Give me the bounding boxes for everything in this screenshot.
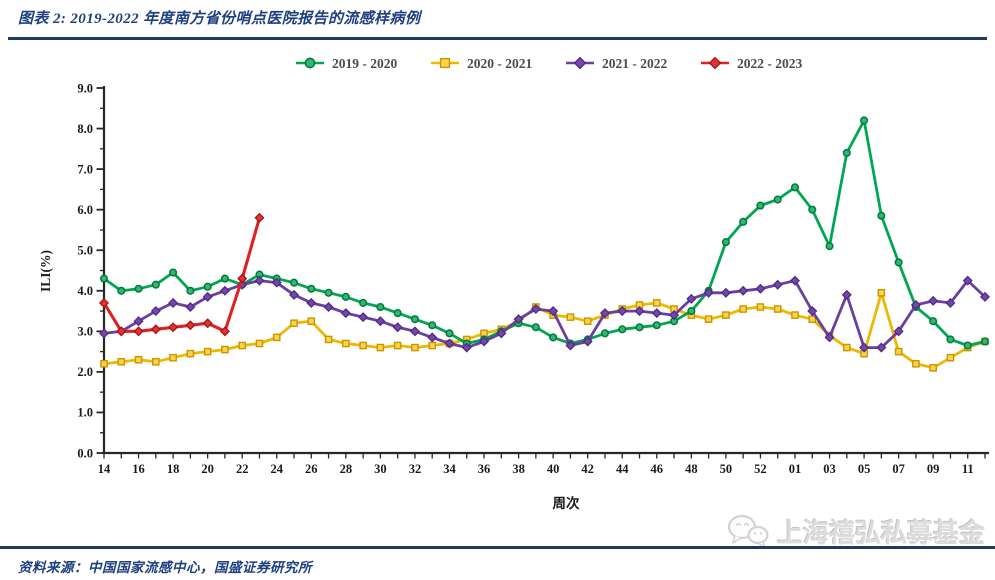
x-tick-label: 48 (685, 462, 698, 476)
legend-item-2020-2021: 2020 - 2021 (431, 56, 532, 71)
x-tick-label: 34 (443, 462, 456, 476)
x-tick-label: 50 (720, 462, 733, 476)
y-tick-label: 0.0 (77, 446, 93, 460)
y-tick-label: 2.0 (77, 365, 93, 379)
x-tick-label: 46 (651, 462, 664, 476)
x-tick-label: 03 (823, 462, 836, 476)
chart-legend: 2019 - 2020 2020 - 2021 2021 - 2022 2022 - … (296, 56, 802, 71)
legend-item-2021-2022: 2021 - 2022 (566, 56, 667, 71)
wechat-logo-icon (727, 514, 769, 548)
x-tick-label: 32 (409, 462, 422, 476)
y-axis-title: ILI(%) (38, 250, 53, 292)
series-2021-2022 (98, 275, 991, 353)
legend-item-2019-2020: 2019 - 2020 (296, 56, 397, 71)
legend-label: 2020 - 2021 (467, 56, 532, 71)
header-divider (8, 37, 987, 40)
y-tick-label: 1.0 (77, 406, 93, 420)
legend-label: 2019 - 2020 (332, 56, 397, 71)
x-tick-label: 18 (167, 462, 180, 476)
figure-header: 图表 2: 2019-2022 年度南方省份哨点医院报告的流感样病例 (18, 7, 420, 28)
x-tick-label: 22 (236, 462, 249, 476)
x-tick-label: 09 (927, 462, 940, 476)
x-tick-label: 14 (98, 462, 111, 476)
x-tick-label: 05 (858, 462, 871, 476)
series-2019-2020 (99, 116, 990, 350)
x-tick-label: 11 (962, 462, 974, 476)
legend-label: 2021 - 2022 (602, 56, 667, 71)
series-2022-2023 (98, 212, 265, 337)
y-tick-label: 6.0 (77, 203, 93, 217)
y-tick-label: 5.0 (77, 244, 93, 258)
watermark-text: 上海禧弘私募基金 (776, 517, 985, 548)
x-tick-label: 42 (581, 462, 594, 476)
source-note: 资料来源：中国国家流感中心，国盛证券研究所 (18, 560, 312, 575)
x-tick-label: 44 (616, 462, 629, 476)
legend-label: 2022 - 2023 (737, 56, 802, 71)
x-tick-label: 40 (547, 462, 560, 476)
x-tick-label: 16 (132, 462, 145, 476)
y-tick-label: 8.0 (77, 122, 93, 136)
x-tick-label: 20 (201, 462, 214, 476)
x-axis-title: 周次 (553, 495, 581, 511)
x-tick-label: 26 (305, 462, 318, 476)
chart-axes: 0.0 1.0 2.0 3.0 4.0 5.0 6.0 7.0 8.0 9.0 14 16 18 20 22… (77, 81, 989, 476)
x-tick-label: 28 (340, 462, 353, 476)
y-tick-label: 7.0 (77, 162, 93, 176)
x-tick-label: 52 (754, 462, 767, 476)
ili-line-chart: 2019 - 2020 2020 - 2021 2021 - 2022 2022 - … (38, 56, 991, 511)
x-tick-label: 24 (270, 462, 283, 476)
x-tick-label: 07 (892, 462, 905, 476)
x-tick-label: 38 (512, 462, 525, 476)
legend-item-2022-2023: 2022 - 2023 (701, 56, 802, 71)
watermark: 上海禧弘私募基金 (727, 512, 985, 550)
y-tick-label: 4.0 (77, 284, 93, 298)
y-tick-label: 9.0 (77, 81, 93, 95)
chart-series (98, 116, 991, 372)
y-tick-label: 3.0 (77, 325, 93, 339)
footer-divider (0, 546, 995, 549)
x-tick-label: 30 (374, 462, 387, 476)
figure-title: 图表 2: 2019-2022 年度南方省份哨点医院报告的流感样病例 (18, 11, 421, 27)
x-tick-label: 01 (789, 462, 802, 476)
x-tick-label: 36 (478, 462, 491, 476)
